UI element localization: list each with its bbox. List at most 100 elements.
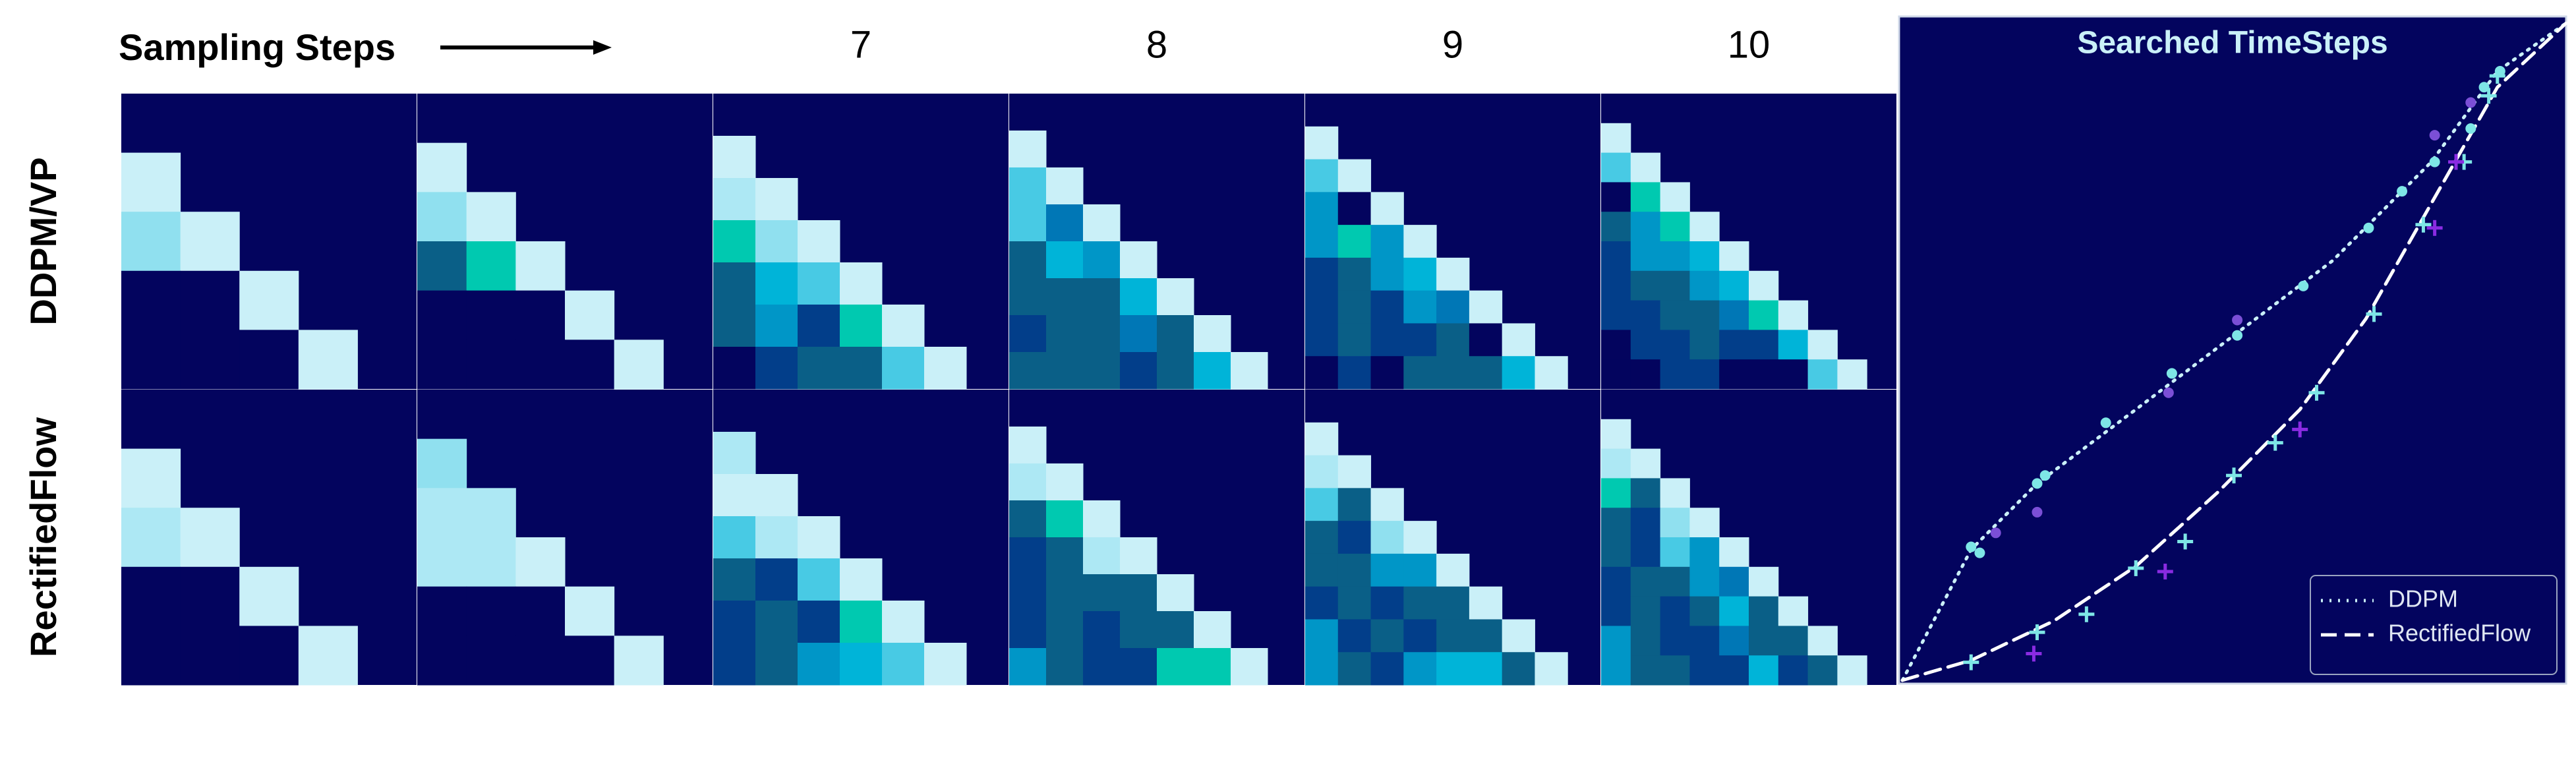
heatmap-cell: [1689, 330, 1720, 360]
heatmap-cell: [713, 347, 756, 390]
heatmap-cell: [1009, 352, 1047, 390]
heatmap-cell: [1337, 225, 1372, 258]
heatmap-cell: [1660, 241, 1690, 272]
heatmap-cell: [466, 636, 516, 686]
heatmap-cell: [1601, 655, 1631, 686]
legend-label: RectifiedFlow: [2388, 620, 2531, 647]
heatmap-cell: [1630, 212, 1661, 242]
heatmap-cell: [1660, 359, 1690, 390]
point: [2128, 560, 2144, 576]
heatmap-cell: [1660, 300, 1690, 330]
heatmap-cell: [466, 290, 516, 340]
heatmap-cell: [840, 347, 883, 390]
heatmap-cell: [1305, 126, 1339, 160]
heatmap-cell: [1370, 488, 1404, 521]
heatmap-cell: [1719, 626, 1749, 656]
heatmap-cell: [417, 290, 467, 340]
heatmap-cell: [1009, 241, 1047, 279]
heatmap-cell: [1046, 315, 1084, 353]
point: [2032, 478, 2043, 489]
heatmap-cell: [1502, 356, 1535, 390]
heatmap-cell: [1630, 448, 1661, 479]
point: [1974, 547, 1985, 558]
heatmap-cell: [1403, 225, 1437, 258]
heatmap-cell: [1719, 330, 1749, 360]
heatmap-cell: [1719, 566, 1749, 597]
heatmap-cell: [121, 152, 181, 212]
point: [2478, 82, 2490, 93]
point: [2448, 154, 2465, 170]
heatmap-cell: [1403, 521, 1437, 554]
heatmap-cell: [1601, 123, 1631, 154]
heatmap-cell: [239, 566, 299, 626]
heatmap-cell: [1436, 586, 1470, 620]
heatmap-cell: [1601, 359, 1631, 390]
point: [2429, 156, 2440, 167]
step-label: 10: [1728, 23, 1771, 66]
heatmap-cell: [1660, 212, 1690, 242]
heatmap-cell: [1083, 278, 1121, 316]
heatmap-cell: [1083, 611, 1121, 649]
heatmap-cell: [1305, 521, 1339, 554]
heatmap-cell: [1403, 619, 1437, 653]
heatmap-cell: [180, 212, 240, 272]
heatmap-cell: [1436, 553, 1470, 587]
heatmap-cell: [180, 270, 240, 330]
heatmap-cell: [882, 601, 925, 643]
heatmap-cell: [1778, 330, 1809, 360]
heatmap-cell: [1305, 553, 1339, 587]
step-label: 9: [1442, 23, 1463, 66]
heatmap-cell: [755, 220, 798, 263]
heatmap-cell: [755, 558, 798, 601]
heatmap-cell: [1157, 278, 1194, 316]
heatmap-cell: [1046, 241, 1084, 279]
heatmap-cell: [1305, 488, 1339, 521]
point: [2465, 97, 2476, 108]
heatmap-cell: [466, 586, 516, 636]
point: [2426, 220, 2443, 236]
steps-title: Sampling Steps: [119, 26, 395, 68]
heatmap-cell: [1807, 626, 1838, 656]
heatmap-cell: [1337, 159, 1372, 192]
heatmap-cell: [1370, 586, 1404, 620]
heatmap-cell: [121, 448, 181, 508]
heatmap-cell: [1370, 192, 1404, 225]
heatmap-cell: [1436, 257, 1470, 291]
heatmap-cell: [1469, 323, 1503, 357]
point: [1990, 527, 2001, 539]
heatmap-cell: [798, 516, 840, 559]
heatmap-cell: [1535, 356, 1568, 390]
heatmap-cell: [798, 643, 840, 686]
point: [2489, 68, 2505, 84]
heatmap-cell: [1601, 270, 1631, 301]
heatmap-cell: [1689, 300, 1720, 330]
heatmap-cell: [1689, 359, 1720, 390]
heatmap-cell: [1083, 315, 1121, 353]
heatmap-cell: [466, 488, 516, 538]
heatmap-cell: [1046, 648, 1084, 686]
heatmap-cell: [755, 474, 798, 517]
heatmap-cell: [1403, 553, 1437, 587]
point: [2292, 421, 2308, 438]
heatmap-cell: [180, 508, 240, 568]
heatmap-cell: [1403, 586, 1437, 620]
heatmap-cell: [1436, 290, 1470, 324]
heatmap-cell: [840, 643, 883, 686]
heatmap-cell: [1689, 241, 1720, 272]
heatmap-cell: [1009, 131, 1047, 168]
heatmap-cell: [1630, 508, 1661, 538]
heatmap-cell: [180, 330, 240, 390]
heatmap-cell: [298, 626, 358, 686]
heatmap-cell: [1046, 278, 1084, 316]
heatmap-cell: [1403, 323, 1437, 357]
heatmap-cell: [1630, 359, 1661, 390]
point: [2232, 330, 2243, 341]
point: [2166, 368, 2177, 379]
heatmap-cell: [1469, 586, 1503, 620]
heatmap-cell: [755, 178, 798, 221]
heatmap-cell: [1749, 359, 1779, 390]
heatmap-cell: [1157, 574, 1194, 612]
heatmap-cell: [924, 643, 967, 686]
heatmap-cell: [1660, 655, 1690, 686]
heatmap-cell: [713, 136, 756, 179]
